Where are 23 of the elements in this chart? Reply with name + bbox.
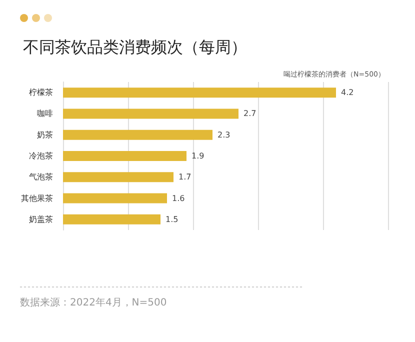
bar [63, 151, 186, 161]
bar [63, 214, 160, 224]
source-note: 数据来源：2022年4月，N=500 [20, 296, 167, 308]
bar [63, 193, 167, 204]
bar [63, 108, 238, 119]
y-tick-label: 其他果茶 [21, 194, 53, 203]
y-tick-label: 柠檬茶 [29, 88, 53, 98]
data-label: 2.7 [244, 109, 256, 118]
data-label: 1.7 [178, 172, 192, 182]
y-tick-label: 冷泡茶 [29, 152, 53, 160]
bar [63, 130, 212, 140]
y-tick-label: 奶盖茶 [29, 214, 53, 224]
y-tick-label: 咖啡 [37, 109, 53, 118]
bar [63, 88, 336, 98]
y-tick-label: 气泡茶 [29, 172, 53, 182]
data-label: 1.6 [172, 194, 185, 203]
data-label: 4.2 [341, 88, 354, 98]
y-tick-label: 奶茶 [37, 130, 53, 140]
bar [63, 172, 174, 182]
chart-title: 不同茶饮品类消费频次（每周） [23, 38, 247, 56]
data-label: 1.9 [192, 152, 204, 160]
data-label: 2.3 [218, 130, 230, 140]
data-label: 1.5 [166, 214, 178, 224]
